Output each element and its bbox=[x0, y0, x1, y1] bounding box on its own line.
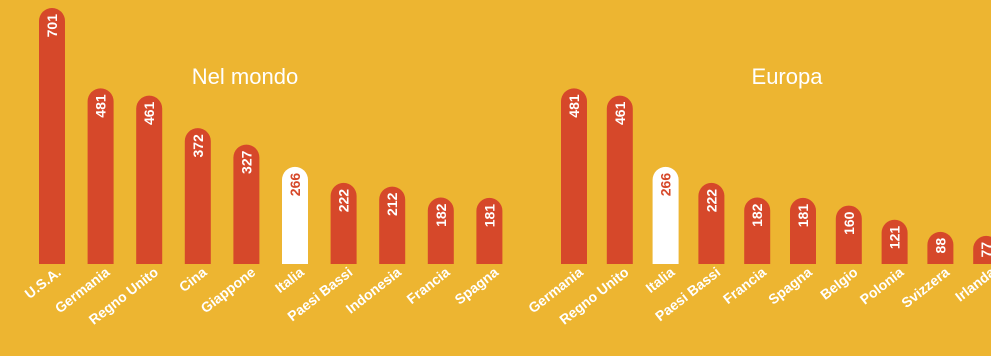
chart-title-nel-mondo: Nel mondo bbox=[192, 64, 298, 89]
bar-francia bbox=[427, 197, 454, 264]
bar-giappone bbox=[233, 144, 260, 264]
value-label-svizzera: 88 bbox=[932, 238, 948, 254]
chart-title-europa: Europa bbox=[752, 64, 824, 89]
bar-francia bbox=[744, 197, 771, 264]
value-label-regno-unito: 461 bbox=[141, 101, 157, 125]
value-label-francia: 182 bbox=[749, 203, 765, 227]
value-label-spagna: 181 bbox=[795, 204, 811, 228]
bar-regno-unito bbox=[136, 95, 163, 264]
bar-indonesia bbox=[379, 186, 406, 264]
category-label-belgio: Belgio bbox=[817, 264, 861, 303]
value-label-giappone: 327 bbox=[238, 150, 254, 174]
bar-irlanda bbox=[973, 235, 991, 264]
bar-spagna bbox=[476, 197, 503, 264]
bar-belgio bbox=[835, 205, 862, 264]
value-label-irlanda: 77 bbox=[978, 242, 991, 258]
value-label-paesi-bassi: 222 bbox=[336, 189, 352, 213]
category-label-italia: Italia bbox=[272, 264, 307, 296]
value-label-paesi-bassi: 222 bbox=[703, 189, 719, 213]
category-label-irlanda: Irlanda bbox=[952, 264, 991, 305]
bar-italia bbox=[282, 166, 308, 264]
bar-svizzera bbox=[927, 231, 954, 264]
bar-regno-unito bbox=[606, 95, 633, 264]
bar-paesi-bassi bbox=[698, 182, 725, 264]
bar-germania bbox=[87, 88, 114, 264]
value-label-cina: 372 bbox=[190, 134, 206, 158]
category-label-giappone: Giappone bbox=[198, 264, 259, 316]
bar-germania bbox=[561, 88, 587, 264]
bar-u-s-a bbox=[39, 8, 65, 264]
value-label-spagna: 181 bbox=[481, 204, 497, 228]
category-label-cina: Cina bbox=[176, 264, 210, 295]
value-label-polonia: 121 bbox=[887, 226, 903, 250]
category-label-spagna: Spagna bbox=[452, 264, 502, 308]
value-label-indonesia: 212 bbox=[384, 192, 400, 216]
bar-italia bbox=[652, 166, 679, 264]
category-label-francia: Francia bbox=[404, 264, 453, 307]
category-label-indonesia: Indonesia bbox=[343, 264, 405, 317]
value-label-belgio: 160 bbox=[841, 211, 857, 235]
bar-polonia bbox=[881, 219, 908, 264]
bar-spagna bbox=[790, 197, 816, 264]
category-label-italia: Italia bbox=[642, 264, 677, 296]
value-label-u-s-a: 701 bbox=[44, 14, 60, 38]
value-label-italia: 266 bbox=[658, 173, 674, 197]
bar-cina bbox=[184, 128, 211, 264]
value-label-germania: 481 bbox=[566, 94, 582, 118]
value-label-italia: 266 bbox=[287, 173, 303, 197]
value-label-germania: 481 bbox=[93, 94, 109, 118]
category-label-u-s-a: U.S.A. bbox=[22, 264, 64, 302]
bar-paesi-bassi bbox=[330, 182, 357, 264]
category-label-svizzera: Svizzera bbox=[898, 264, 952, 311]
value-label-francia: 182 bbox=[433, 203, 449, 227]
category-label-spagna: Spagna bbox=[765, 264, 815, 308]
value-label-regno-unito: 461 bbox=[612, 101, 628, 125]
category-label-francia: Francia bbox=[720, 264, 769, 307]
